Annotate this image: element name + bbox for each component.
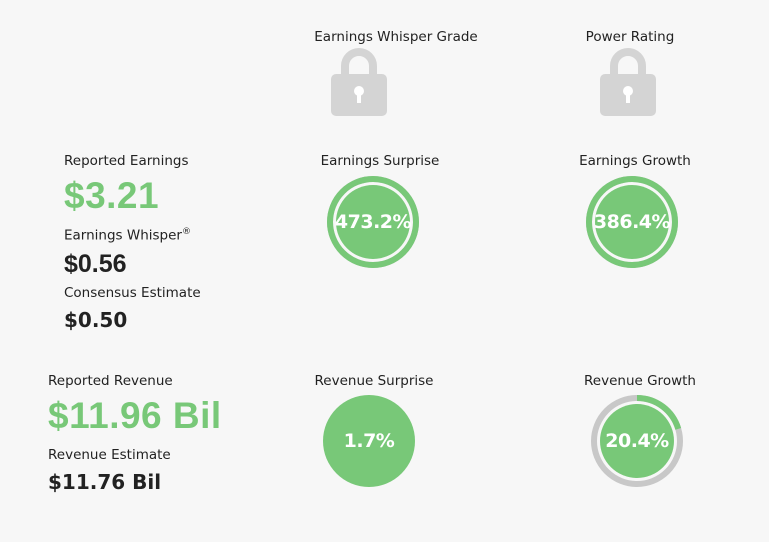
earnings-growth-label: Earnings Growth: [579, 153, 691, 169]
revenue-surprise-value: 1.7%: [343, 430, 395, 452]
earnings-whisper-label-group: Earnings Whisper®: [64, 227, 191, 244]
registered-mark: ®: [182, 227, 191, 237]
earnings-whisper-grade-label: Earnings Whisper Grade: [314, 29, 478, 45]
revenue-estimate-value: $11.76 Bil: [48, 470, 162, 494]
consensus-estimate-label: Consensus Estimate: [64, 285, 201, 301]
consensus-estimate-value: $0.50: [64, 308, 128, 332]
reported-revenue-value: $11.96 Bil: [48, 395, 222, 436]
reported-earnings-value: $3.21: [64, 175, 160, 216]
earnings-growth-value: 386.4%: [593, 211, 671, 233]
reported-earnings-label: Reported Earnings: [64, 153, 189, 169]
revenue-estimate-label: Revenue Estimate: [48, 447, 171, 463]
revenue-growth-gauge: 20.4%: [590, 394, 684, 488]
revenue-surprise-label: Revenue Surprise: [314, 373, 434, 389]
earnings-surprise-gauge: 473.2%: [326, 175, 420, 269]
power-rating-label: Power Rating: [585, 29, 675, 45]
revenue-surprise-gauge: 1.7%: [322, 394, 416, 488]
earnings-surprise-value: 473.2%: [334, 211, 412, 233]
earnings-surprise-label: Earnings Surprise: [320, 153, 440, 169]
earnings-whisper-value: $0.56: [64, 250, 127, 278]
earnings-whisper-label: Earnings Whisper: [64, 227, 182, 244]
reported-revenue-label: Reported Revenue: [48, 373, 173, 389]
lock-icon: [600, 46, 656, 120]
earnings-growth-gauge: 386.4%: [585, 175, 679, 269]
lock-icon: [331, 46, 387, 120]
revenue-growth-value: 20.4%: [605, 430, 669, 452]
revenue-growth-label: Revenue Growth: [584, 373, 696, 389]
